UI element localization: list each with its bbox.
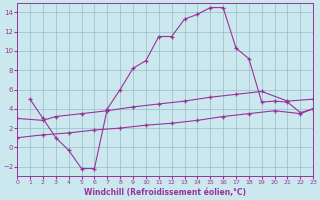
X-axis label: Windchill (Refroidissement éolien,°C): Windchill (Refroidissement éolien,°C): [84, 188, 246, 197]
